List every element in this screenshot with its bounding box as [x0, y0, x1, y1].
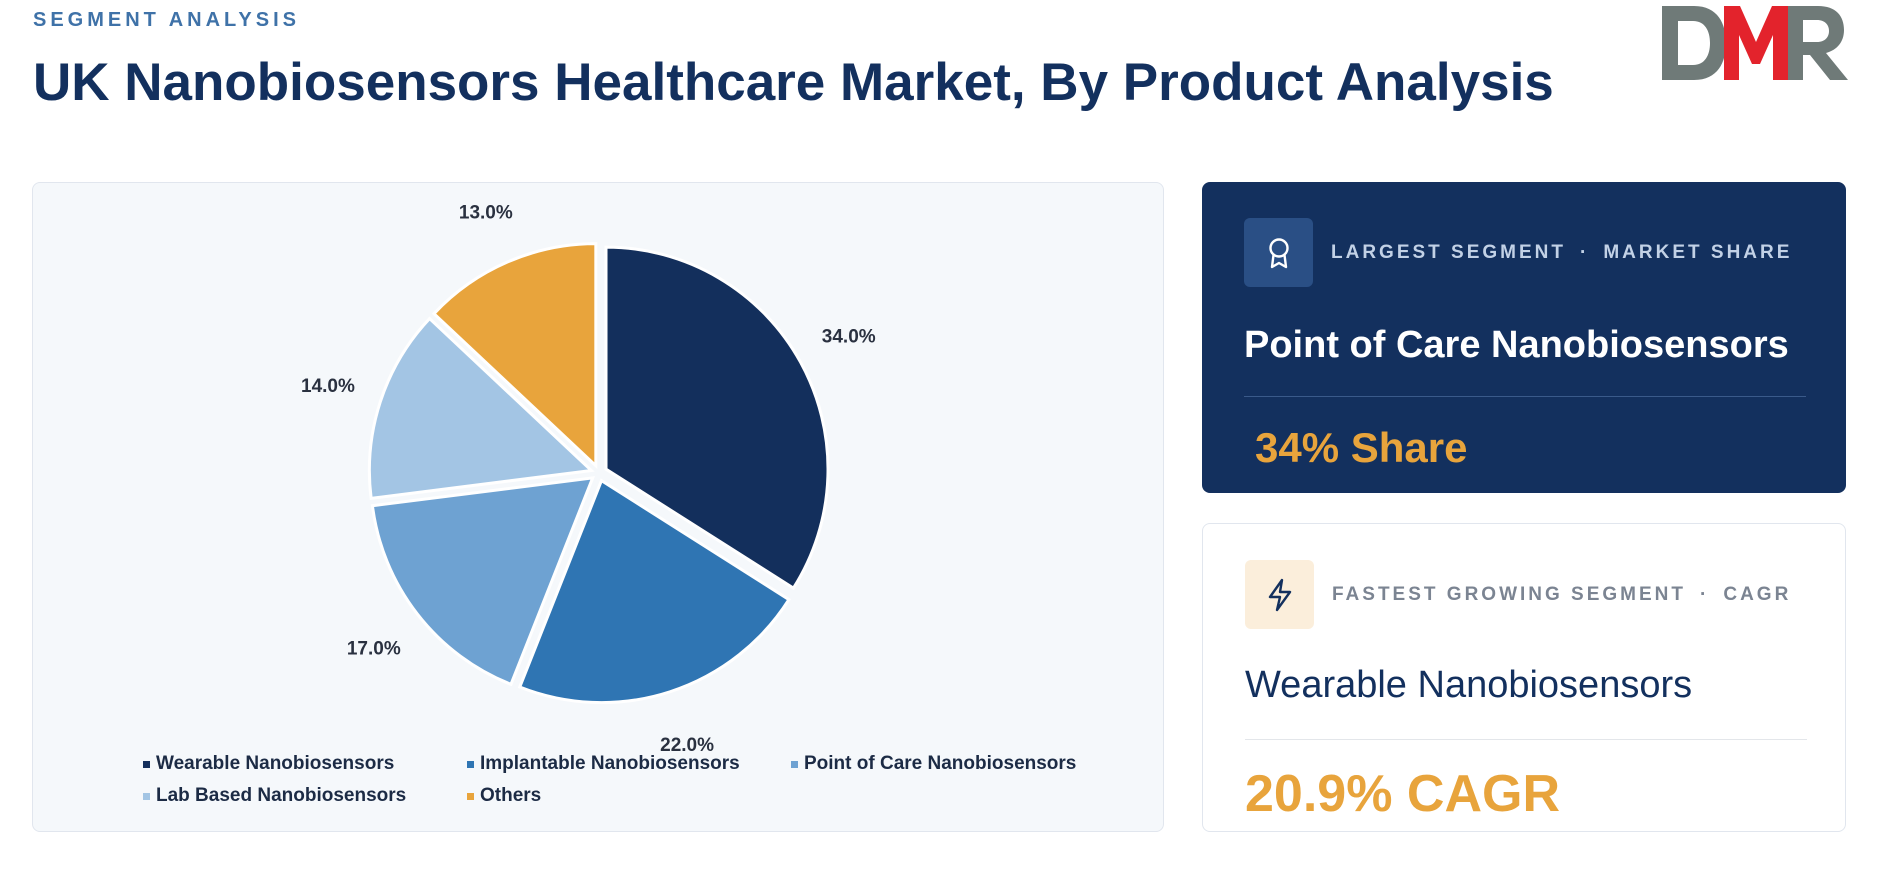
slice-label: 34.0% [822, 327, 876, 348]
legend-item: Wearable Nanobiosensors [143, 753, 467, 775]
legend-swatch [467, 760, 474, 768]
legend-label: Others [480, 785, 542, 806]
legend-swatch [143, 760, 150, 768]
fastest-segment-card: FASTEST GROWING SEGMENT · CAGR Wearable Na… [1202, 523, 1846, 832]
award-icon [1244, 218, 1313, 287]
legend-label: Lab Based Nanobiosensors [156, 785, 407, 806]
slice-label: 14.0% [301, 376, 355, 397]
legend-item: Others [467, 785, 667, 807]
largest-segment-name: Point of Care Nanobiosensors [1244, 324, 1789, 366]
largest-segment-value: 34% Share [1255, 424, 1468, 471]
legend-label: Point of Care Nanobiosensors [804, 753, 1077, 774]
pie-slice [367, 316, 595, 501]
fastest-segment-name: Wearable Nanobiosensors [1245, 664, 1693, 706]
legend-swatch [467, 792, 474, 800]
legend-item: Lab Based Nanobiosensors [143, 785, 467, 807]
slice-label: 22.0% [660, 735, 714, 756]
pie-slice [370, 476, 596, 687]
pie-slice [604, 245, 830, 591]
fastest-segment-label: FASTEST GROWING SEGMENT · CAGR [1332, 584, 1792, 605]
pie-slice [431, 242, 598, 470]
page-title: UK Nanobiosensors Healthcare Market, By … [33, 53, 1554, 112]
largest-segment-card: LARGEST SEGMENT · MARKET SHARE Point of Ca… [1202, 182, 1846, 493]
legend-item: Point of Care Nanobiosensors [791, 753, 1081, 775]
slice-label: 17.0% [347, 639, 401, 660]
slice-label: 13.0% [459, 202, 513, 223]
chart-legend: Wearable Nanobiosensors Implantable Nanob… [143, 753, 1103, 807]
legend-label: Implantable Nanobiosensors [480, 753, 740, 774]
section-kicker: SEGMENT ANALYSIS [33, 9, 300, 31]
legend-item: Implantable Nanobiosensors [467, 753, 791, 775]
pie-slice [517, 478, 791, 705]
lightning-icon [1245, 560, 1314, 629]
legend-swatch [791, 760, 798, 768]
legend-swatch [143, 792, 150, 800]
card-divider [1244, 396, 1806, 397]
pie-chart: 34.0% 22.0% 17.0% 14.0% 13.0% [301, 202, 876, 756]
legend-label: Wearable Nanobiosensors [156, 753, 395, 774]
pie-chart-card: 34.0% 22.0% 17.0% 14.0% 13.0% Wearable Nanob… [32, 182, 1164, 832]
dmr-logo [1662, 6, 1848, 80]
largest-segment-label: LARGEST SEGMENT · MARKET SHARE [1331, 242, 1793, 263]
fastest-segment-value: 20.9% CAGR [1245, 765, 1560, 823]
card-divider [1245, 739, 1807, 740]
